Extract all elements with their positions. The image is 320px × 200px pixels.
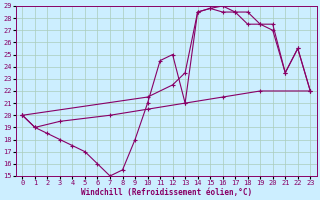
X-axis label: Windchill (Refroidissement éolien,°C): Windchill (Refroidissement éolien,°C)	[81, 188, 252, 197]
